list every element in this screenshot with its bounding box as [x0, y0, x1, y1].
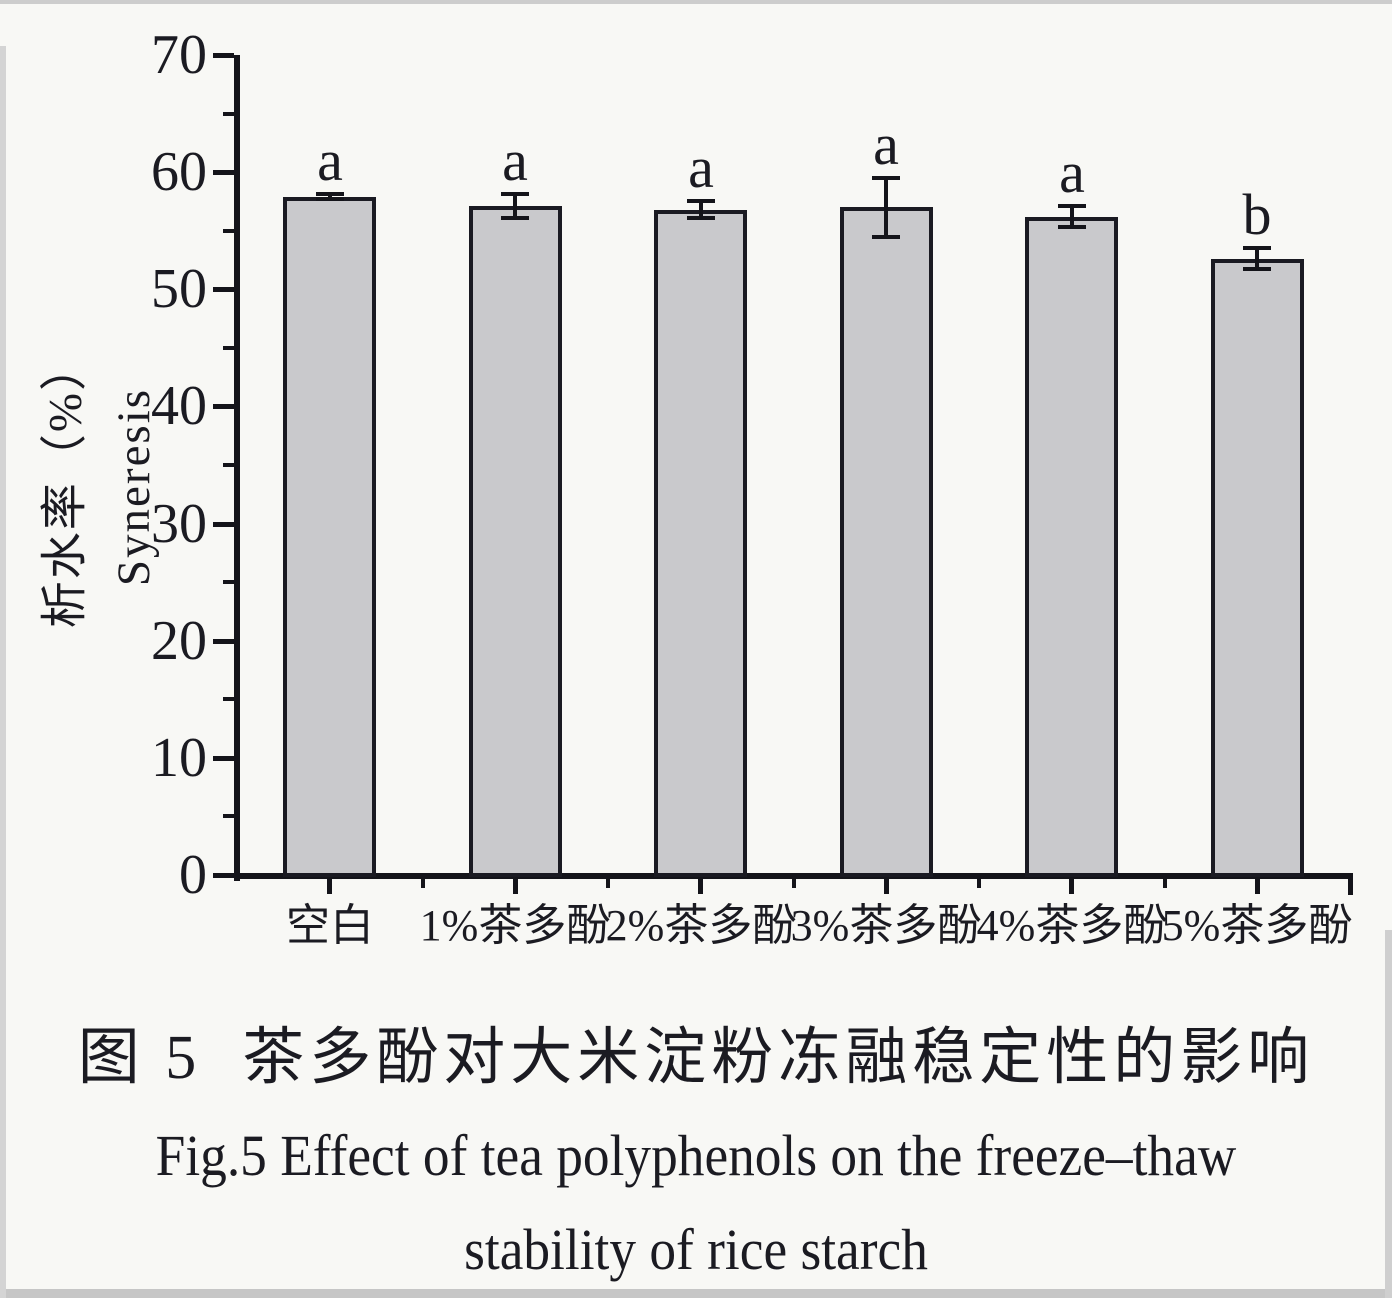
x-major-tick — [698, 878, 703, 894]
y-tick-label: 70 — [151, 24, 207, 86]
x-minor-tick — [606, 878, 610, 888]
y-tick-label: 50 — [151, 258, 207, 320]
x-major-tick — [1255, 878, 1260, 894]
error-bar-cap-top — [501, 192, 529, 196]
bar — [1025, 217, 1118, 877]
error-bar-cap-top — [1243, 246, 1271, 250]
y-minor-tick — [223, 463, 234, 467]
x-major-tick — [1069, 878, 1074, 894]
figure-caption-english-line2: stability of rice starch — [464, 1217, 928, 1282]
scan-edge-bottom — [0, 1289, 1392, 1298]
y-major-tick — [213, 287, 234, 292]
sig-letter: b — [1242, 182, 1272, 247]
y-tick-label: 60 — [151, 141, 207, 203]
x-minor-tick — [977, 878, 981, 888]
bar-chart: 析水率（%） Syneresis 0 10 20 30 40 50 60 70 a 空白 a 1%茶多… — [40, 24, 1353, 950]
bar — [654, 210, 747, 877]
y-minor-tick — [223, 112, 234, 116]
sig-letter: a — [317, 128, 343, 193]
y-minor-tick — [223, 229, 234, 233]
error-bar-cap-bottom — [872, 235, 900, 239]
scan-edge-left — [0, 46, 6, 1298]
x-major-tick — [884, 878, 889, 894]
x-tick-label: 5%茶多酚 — [1161, 901, 1353, 950]
y-minor-tick — [223, 697, 234, 701]
y-major-tick — [213, 522, 234, 527]
x-end-tick — [1348, 878, 1353, 895]
error-bar-stem — [1070, 206, 1074, 227]
y-tick-label: 40 — [151, 375, 207, 437]
error-bar-stem — [699, 201, 703, 217]
error-bar-cap-top — [316, 192, 344, 196]
sig-letter: a — [1059, 140, 1085, 205]
error-bar-stem — [884, 178, 888, 237]
bar — [469, 206, 562, 877]
y-major-tick — [213, 756, 234, 761]
x-tick-label: 空白 — [286, 901, 374, 950]
y-axis — [234, 55, 240, 881]
y-major-tick — [213, 53, 234, 58]
error-bar-cap-bottom — [316, 197, 344, 201]
error-bar-stem — [1255, 248, 1259, 269]
sig-letter: a — [502, 128, 528, 193]
figure-caption-english-line1: Fig.5 Effect of tea polyphenols on the f… — [155, 1123, 1237, 1188]
error-bar-cap-bottom — [1243, 267, 1271, 271]
error-bar-stem — [328, 194, 332, 199]
error-bar-cap-bottom — [1058, 225, 1086, 229]
y-minor-tick — [223, 346, 234, 350]
x-major-tick — [513, 878, 518, 894]
x-tick-label: 3%茶多酚 — [790, 901, 982, 950]
error-bar-cap-bottom — [687, 216, 715, 220]
figure-title-chinese: 图 5 茶多酚对大米淀粉冻融稳定性的影响 — [77, 1024, 1315, 1092]
scan-edge-top — [0, 0, 1392, 4]
error-bar-stem — [513, 194, 517, 217]
y-minor-tick — [223, 580, 234, 584]
y-tick-label: 20 — [151, 610, 207, 672]
x-tick-label: 1%茶多酚 — [419, 901, 611, 950]
y-tick-label: 0 — [179, 844, 207, 906]
x-minor-tick — [421, 878, 425, 888]
x-tick-label: 4%茶多酚 — [976, 901, 1168, 950]
bar — [1211, 259, 1304, 877]
y-major-tick — [213, 404, 234, 409]
y-major-tick — [213, 639, 234, 644]
y-tick-label: 30 — [151, 493, 207, 555]
y-major-tick — [213, 873, 234, 878]
error-bar-cap-bottom — [501, 216, 529, 220]
sig-letter: a — [873, 112, 899, 177]
x-tick-label: 2%茶多酚 — [605, 901, 797, 950]
x-minor-tick — [792, 878, 796, 888]
y-major-tick — [213, 170, 234, 175]
bar — [840, 207, 933, 877]
x-axis — [234, 873, 1353, 879]
x-major-tick — [327, 878, 332, 894]
y-minor-tick — [223, 814, 234, 818]
y-tick-label: 10 — [151, 727, 207, 789]
bar — [283, 197, 376, 877]
scan-edge-right — [1385, 930, 1392, 1298]
error-bar-cap-top — [1058, 204, 1086, 208]
x-minor-tick — [1163, 878, 1167, 888]
sig-letter: a — [688, 135, 714, 200]
error-bar-cap-top — [872, 176, 900, 180]
error-bar-cap-top — [687, 199, 715, 203]
